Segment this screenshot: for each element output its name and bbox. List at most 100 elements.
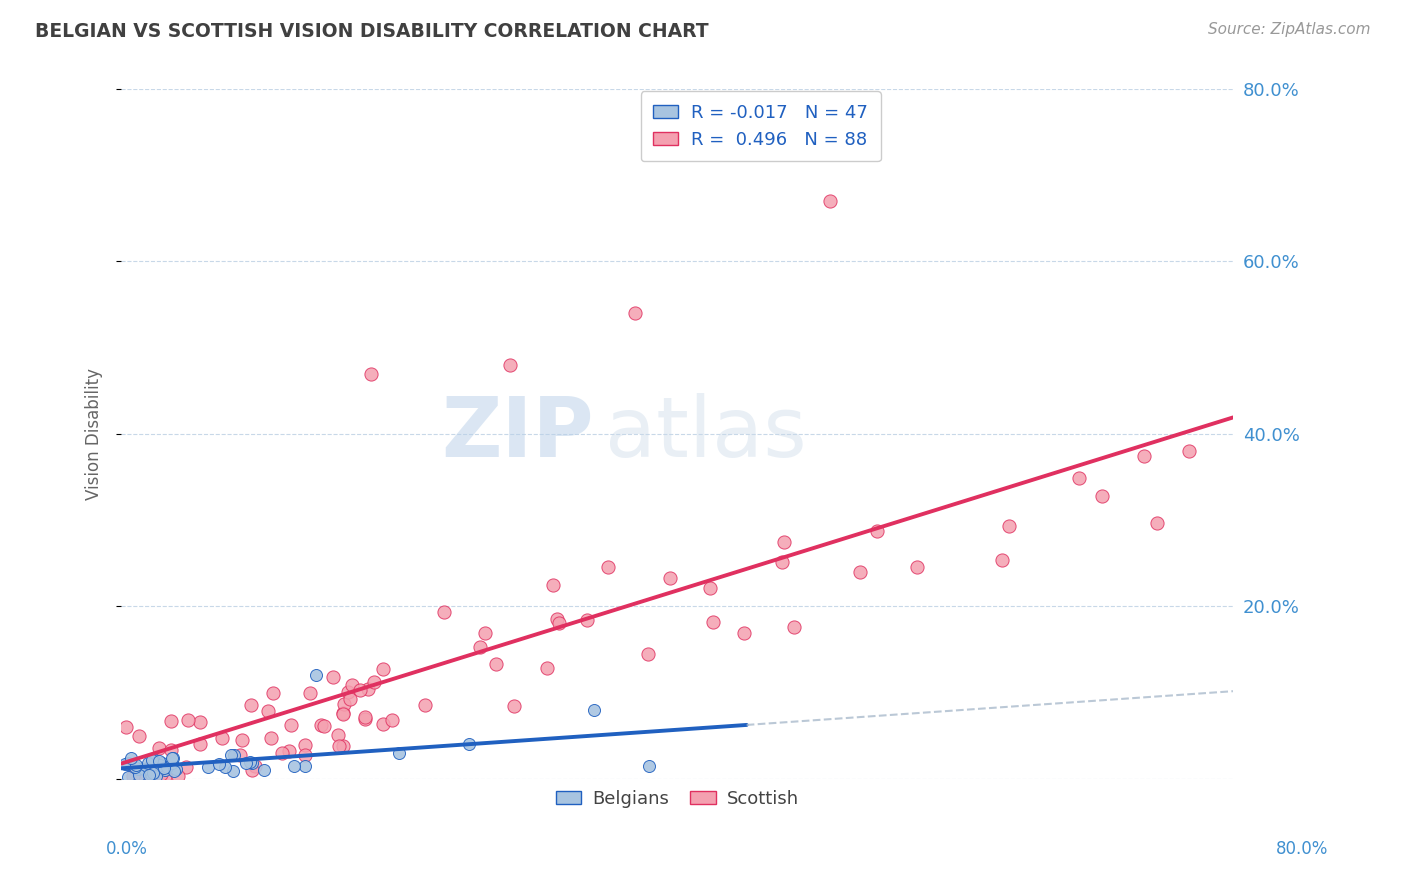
Point bbox=[278, 744, 301, 758]
Point bbox=[638, 759, 661, 773]
Point bbox=[457, 738, 479, 752]
Point bbox=[128, 729, 150, 743]
Point bbox=[1091, 489, 1114, 503]
Point bbox=[280, 718, 302, 732]
Point bbox=[211, 731, 233, 745]
Point bbox=[332, 706, 354, 720]
Point bbox=[115, 719, 138, 733]
Point bbox=[138, 767, 160, 781]
Point bbox=[818, 194, 841, 208]
Point bbox=[127, 762, 149, 776]
Point bbox=[474, 625, 496, 640]
Point bbox=[132, 769, 155, 783]
Point bbox=[1132, 449, 1154, 463]
Point bbox=[314, 719, 336, 733]
Point bbox=[142, 752, 165, 766]
Point bbox=[637, 647, 659, 661]
Point bbox=[332, 739, 354, 754]
Point bbox=[503, 699, 526, 714]
Point bbox=[294, 738, 316, 752]
Point bbox=[117, 770, 139, 784]
Point bbox=[125, 758, 148, 772]
Point bbox=[349, 683, 371, 698]
Point bbox=[866, 524, 889, 539]
Point bbox=[388, 746, 411, 760]
Point bbox=[257, 704, 280, 718]
Point bbox=[160, 751, 183, 765]
Text: Source: ZipAtlas.com: Source: ZipAtlas.com bbox=[1208, 22, 1371, 37]
Point bbox=[702, 615, 724, 629]
Point bbox=[294, 758, 316, 772]
Point bbox=[117, 756, 139, 770]
Point bbox=[134, 762, 156, 776]
Point bbox=[117, 757, 139, 772]
Point bbox=[543, 578, 565, 592]
Point bbox=[124, 769, 146, 783]
Point bbox=[253, 764, 276, 778]
Point bbox=[160, 756, 183, 771]
Point bbox=[294, 747, 316, 762]
Point bbox=[354, 713, 377, 727]
Text: 80.0%: 80.0% bbox=[1277, 840, 1329, 858]
Point bbox=[360, 367, 382, 381]
Point bbox=[260, 731, 283, 745]
Point bbox=[141, 753, 163, 767]
Point bbox=[148, 754, 170, 768]
Point bbox=[197, 759, 219, 773]
Point bbox=[328, 739, 350, 753]
Point bbox=[122, 769, 145, 783]
Point bbox=[188, 714, 211, 729]
Point bbox=[998, 518, 1021, 533]
Point bbox=[162, 751, 184, 765]
Point bbox=[311, 717, 333, 731]
Point bbox=[433, 605, 456, 619]
Point bbox=[128, 768, 150, 782]
Text: 0.0%: 0.0% bbox=[105, 840, 148, 858]
Point bbox=[152, 761, 174, 775]
Point bbox=[339, 692, 361, 706]
Point bbox=[188, 737, 211, 751]
Point bbox=[239, 755, 262, 769]
Point bbox=[165, 762, 187, 776]
Point bbox=[357, 681, 380, 696]
Point bbox=[598, 560, 620, 574]
Point bbox=[214, 760, 236, 774]
Point bbox=[536, 661, 558, 675]
Point bbox=[734, 626, 756, 640]
Point bbox=[243, 759, 266, 773]
Text: atlas: atlas bbox=[605, 393, 807, 475]
Point bbox=[373, 662, 395, 676]
Point bbox=[333, 697, 356, 711]
Point bbox=[163, 764, 186, 778]
Point bbox=[905, 560, 928, 574]
Point bbox=[773, 534, 796, 549]
Point bbox=[150, 756, 173, 770]
Text: BELGIAN VS SCOTTISH VISION DISABILITY CORRELATION CHART: BELGIAN VS SCOTTISH VISION DISABILITY CO… bbox=[35, 22, 709, 41]
Point bbox=[849, 565, 872, 579]
Point bbox=[240, 756, 263, 770]
Point bbox=[176, 713, 198, 727]
Point bbox=[155, 760, 177, 774]
Point bbox=[582, 703, 605, 717]
Point bbox=[231, 733, 253, 747]
Point bbox=[271, 747, 294, 761]
Point bbox=[229, 748, 252, 763]
Point bbox=[136, 756, 159, 771]
Point bbox=[547, 615, 569, 630]
Point bbox=[1146, 516, 1168, 530]
Y-axis label: Vision Disability: Vision Disability bbox=[86, 368, 103, 500]
Point bbox=[990, 553, 1012, 567]
Point bbox=[283, 759, 305, 773]
Point bbox=[148, 740, 170, 755]
Point bbox=[239, 698, 262, 713]
Point bbox=[624, 306, 647, 320]
Point bbox=[222, 748, 245, 763]
Point bbox=[159, 714, 181, 729]
Point bbox=[262, 686, 284, 700]
Point bbox=[322, 669, 344, 683]
Point bbox=[114, 756, 136, 771]
Point bbox=[159, 743, 181, 757]
Point bbox=[155, 763, 177, 777]
Point bbox=[381, 713, 404, 727]
Point bbox=[499, 358, 522, 372]
